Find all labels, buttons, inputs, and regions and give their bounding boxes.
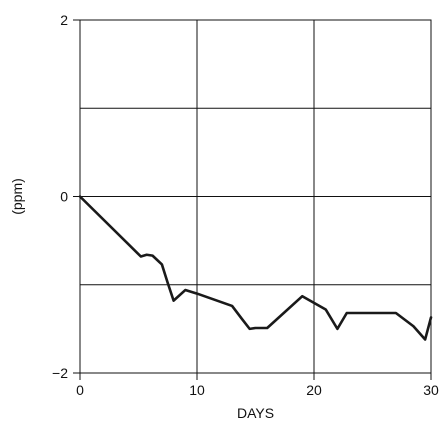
x-axis-label: DAYS	[237, 405, 274, 421]
x-tick-label: 20	[306, 382, 322, 398]
y-tick-label: 0	[60, 189, 68, 205]
y-axis-label: (ppm)	[9, 178, 25, 215]
x-tick-label: 0	[76, 382, 84, 398]
series-line	[78, 195, 433, 341]
y-tick-label: −2	[52, 365, 68, 381]
x-tick-label: 30	[423, 382, 439, 398]
y-tick-label: 2	[60, 12, 68, 28]
x-tick-label: 10	[189, 382, 205, 398]
series-layer	[78, 195, 433, 341]
grid-layer	[80, 20, 431, 373]
